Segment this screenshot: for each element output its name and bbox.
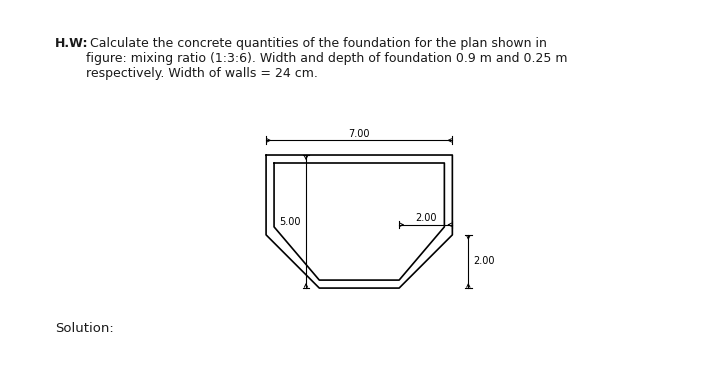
Text: Calculate the concrete quantities of the foundation for the plan shown in
figure: Calculate the concrete quantities of the…: [86, 37, 567, 80]
Text: 5.00: 5.00: [279, 216, 301, 227]
Text: 2.00: 2.00: [473, 256, 495, 267]
Text: H.W:: H.W:: [55, 37, 89, 50]
Text: Solution:: Solution:: [55, 322, 114, 335]
Text: 2.00: 2.00: [415, 213, 436, 222]
Text: 7.00: 7.00: [348, 129, 370, 139]
